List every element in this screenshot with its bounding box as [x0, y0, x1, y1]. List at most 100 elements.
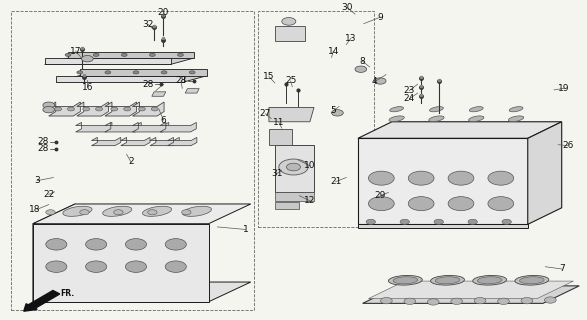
- Circle shape: [148, 210, 157, 215]
- Circle shape: [409, 171, 434, 185]
- Circle shape: [96, 107, 103, 111]
- Bar: [11, 11, 254, 310]
- Text: 13: 13: [345, 34, 357, 43]
- Circle shape: [375, 78, 386, 84]
- Polygon shape: [133, 102, 164, 116]
- Circle shape: [133, 71, 139, 74]
- Ellipse shape: [431, 276, 464, 285]
- Circle shape: [498, 298, 510, 305]
- Circle shape: [122, 53, 127, 56]
- Polygon shape: [92, 137, 121, 146]
- Text: 32: 32: [143, 20, 154, 29]
- Ellipse shape: [519, 277, 544, 284]
- Circle shape: [111, 107, 118, 111]
- Polygon shape: [275, 26, 305, 41]
- Circle shape: [369, 197, 394, 211]
- Circle shape: [404, 298, 416, 305]
- Text: 29: 29: [375, 191, 386, 200]
- Circle shape: [161, 71, 167, 74]
- Polygon shape: [168, 137, 197, 146]
- Ellipse shape: [103, 206, 132, 216]
- Circle shape: [286, 163, 301, 171]
- Text: 28: 28: [37, 137, 49, 146]
- Polygon shape: [76, 123, 112, 132]
- Circle shape: [400, 219, 410, 224]
- Polygon shape: [77, 102, 109, 116]
- Text: 1: 1: [242, 225, 248, 234]
- Circle shape: [468, 219, 477, 224]
- Text: 20: 20: [158, 8, 169, 17]
- Text: 10: 10: [304, 161, 316, 170]
- Circle shape: [151, 107, 158, 111]
- Text: 25: 25: [285, 76, 296, 85]
- Circle shape: [369, 171, 394, 185]
- Ellipse shape: [63, 206, 92, 216]
- Polygon shape: [160, 123, 196, 132]
- Circle shape: [150, 53, 156, 56]
- Ellipse shape: [389, 276, 422, 285]
- Circle shape: [332, 110, 343, 116]
- Circle shape: [488, 171, 514, 185]
- Ellipse shape: [509, 107, 523, 112]
- Text: 6: 6: [161, 116, 166, 125]
- Text: 24: 24: [404, 94, 415, 103]
- Circle shape: [502, 219, 511, 224]
- Text: 27: 27: [259, 109, 271, 118]
- Circle shape: [366, 219, 376, 224]
- Circle shape: [279, 159, 308, 175]
- Polygon shape: [68, 52, 194, 58]
- Polygon shape: [45, 58, 170, 64]
- FancyArrow shape: [23, 291, 60, 311]
- Circle shape: [139, 107, 146, 111]
- Circle shape: [124, 107, 131, 111]
- Polygon shape: [45, 58, 194, 64]
- Text: 3: 3: [34, 176, 40, 185]
- Bar: [258, 11, 375, 227]
- Polygon shape: [358, 224, 528, 228]
- Text: 8: 8: [360, 57, 366, 66]
- Circle shape: [93, 53, 99, 56]
- Text: 21: 21: [330, 177, 342, 186]
- Circle shape: [114, 210, 123, 215]
- Ellipse shape: [435, 277, 460, 284]
- Text: 9: 9: [377, 13, 383, 22]
- Circle shape: [282, 18, 296, 25]
- Ellipse shape: [470, 107, 483, 112]
- Text: 7: 7: [559, 264, 565, 274]
- Circle shape: [545, 297, 556, 303]
- Polygon shape: [275, 145, 314, 193]
- Polygon shape: [358, 122, 562, 138]
- Polygon shape: [80, 69, 207, 76]
- Text: 26: 26: [562, 141, 573, 150]
- Circle shape: [126, 261, 147, 272]
- Text: 22: 22: [43, 190, 55, 199]
- Ellipse shape: [393, 277, 417, 284]
- Polygon shape: [528, 122, 562, 224]
- Polygon shape: [275, 193, 314, 201]
- Text: 14: 14: [328, 46, 339, 56]
- Text: 28: 28: [37, 144, 49, 153]
- Polygon shape: [369, 281, 573, 299]
- Circle shape: [55, 107, 62, 111]
- Circle shape: [86, 261, 107, 272]
- Polygon shape: [33, 204, 251, 224]
- Ellipse shape: [477, 277, 502, 284]
- Text: 28: 28: [176, 76, 187, 85]
- Circle shape: [46, 210, 55, 215]
- Text: 23: 23: [404, 86, 415, 95]
- Text: 4: 4: [372, 77, 377, 86]
- Circle shape: [380, 298, 392, 304]
- Circle shape: [451, 298, 463, 305]
- Circle shape: [189, 71, 195, 74]
- Circle shape: [434, 219, 443, 224]
- Polygon shape: [269, 129, 292, 145]
- Circle shape: [474, 298, 486, 304]
- Circle shape: [448, 197, 474, 211]
- Polygon shape: [56, 76, 184, 82]
- Text: 18: 18: [29, 205, 41, 214]
- Polygon shape: [33, 204, 75, 302]
- Text: 17: 17: [70, 46, 82, 56]
- Polygon shape: [33, 282, 251, 302]
- Polygon shape: [105, 102, 137, 116]
- Polygon shape: [269, 108, 314, 122]
